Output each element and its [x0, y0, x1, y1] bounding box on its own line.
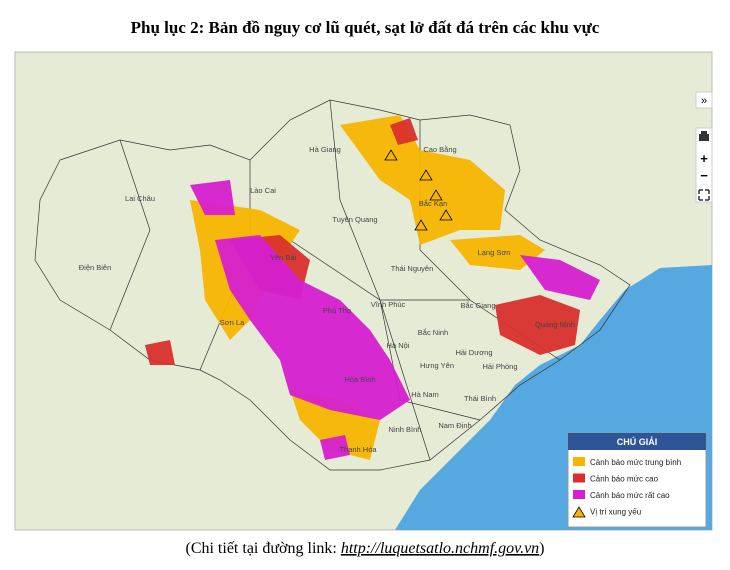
legend-swatch — [573, 490, 585, 499]
place-label: Thái Bình — [464, 394, 496, 403]
map: Hà Giang Cao Bằng Lào Cai Lai Châu Bắc Kạn Tu… — [14, 51, 713, 531]
collapse-button[interactable] — [695, 91, 713, 109]
place-label: Hải Dương — [455, 348, 492, 357]
place-label: Sơn La — [220, 318, 245, 327]
place-label: Thái Nguyên — [391, 264, 434, 273]
zoom-out[interactable]: − — [700, 168, 708, 183]
hotspot-symbol — [572, 506, 586, 518]
warning-zone — [320, 435, 350, 460]
warning-zone — [290, 390, 380, 460]
place-label: Bắc Ninh — [418, 328, 448, 337]
place-label: Hà Nội — [387, 341, 410, 350]
warning-zone — [495, 295, 580, 355]
warning-zone — [215, 235, 410, 420]
caption-link[interactable]: http://luquetsatlo.nchmf.gov.vn — [341, 540, 539, 557]
map-controls: » + − — [695, 91, 713, 203]
legend-swatch — [573, 473, 585, 483]
place-label: Hải Phòng — [482, 362, 517, 371]
warning-zone — [190, 180, 235, 215]
place-label: Hòa Bình — [344, 375, 375, 384]
print-button[interactable] — [699, 131, 709, 141]
warning-zone — [520, 255, 600, 300]
place-label: Thanh Hóa — [339, 445, 377, 454]
title: Phụ lục 2: Bản đồ nguy cơ lũ quét, sạt l… — [131, 18, 600, 37]
place-label: Phú Thọ — [323, 306, 351, 315]
place-label: Quảng Ninh — [535, 320, 575, 329]
caption-prefix: (Chi tiết tại đường link: — [185, 540, 340, 557]
legend-label: Cảnh báo mức rất cao — [590, 491, 670, 500]
place-label: Hà Giang — [309, 145, 341, 154]
fullscreen-button[interactable] — [698, 189, 710, 201]
place-label: Nam Định — [438, 421, 471, 430]
caption: (Chi tiết tại đường link: http://luquets… — [185, 540, 544, 557]
place-label: Ninh Bình — [389, 425, 422, 434]
legend-label: Cảnh báo mức trung bình — [590, 458, 681, 467]
place-label: Điện Biên — [79, 263, 112, 272]
hotspots — [384, 149, 453, 231]
warning-zone — [450, 235, 545, 270]
legend-title: CHÚ GIẢI — [617, 436, 658, 447]
place-label: Hà Nam — [411, 390, 439, 399]
place-label: Bắc Kạn — [419, 199, 447, 208]
place-label: Lai Châu — [125, 194, 155, 203]
legend-label: Vị trí xung yếu — [590, 508, 641, 517]
place-label: Lạng Sơn — [478, 248, 511, 257]
caption-suffix: ) — [539, 540, 544, 557]
place-label: Cao Bằng — [423, 145, 456, 154]
legend: CHÚ GIẢI Cảnh báo mức trung bình Cảnh báo… — [567, 432, 707, 528]
place-label: Yên Bái — [270, 253, 297, 262]
place-label: Lào Cai — [250, 186, 276, 195]
legend-swatch — [573, 457, 585, 466]
warning-zone — [390, 118, 418, 145]
zoom-in[interactable]: + — [700, 151, 708, 166]
toolbar — [695, 127, 713, 203]
collapse-icon[interactable]: » — [701, 95, 707, 107]
place-label: Vĩnh Phúc — [371, 300, 406, 309]
place-label: Bắc Giang — [460, 301, 495, 310]
legend-label: Cảnh báo mức cao — [590, 475, 659, 484]
place-labels: Hà Giang Cao Bằng Lào Cai Lai Châu Bắc Kạn Tu… — [79, 145, 575, 454]
place-label: Tuyên Quang — [332, 215, 377, 224]
warning-zone — [145, 340, 175, 365]
place-label: Hưng Yên — [420, 361, 454, 370]
legend-header — [568, 433, 706, 450]
